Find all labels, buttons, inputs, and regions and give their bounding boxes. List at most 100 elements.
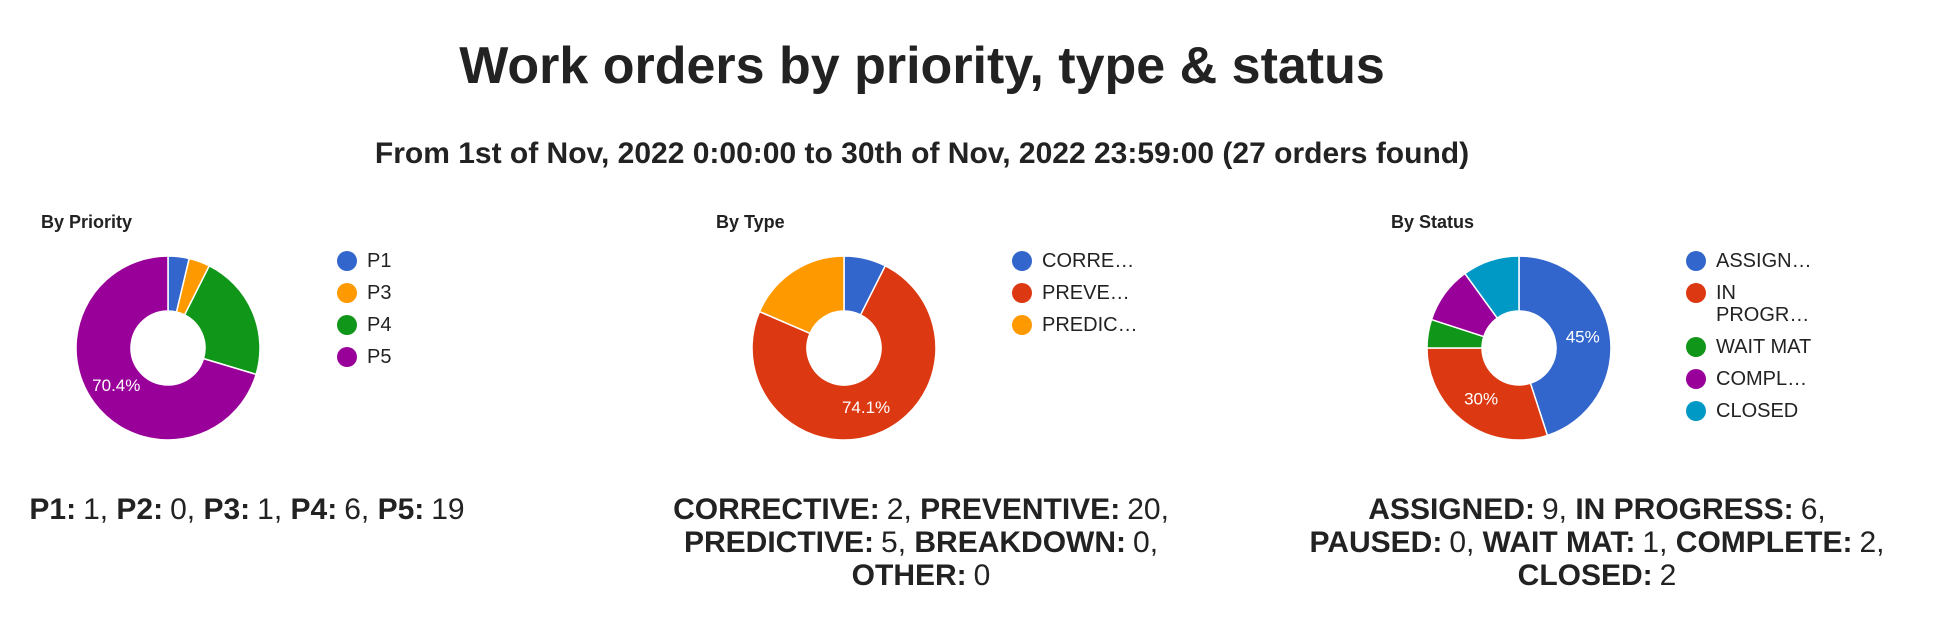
chart-title: By Type [716, 212, 785, 232]
summary-item: PREVENTIVE: 20 [920, 493, 1169, 526]
slice-label: 30% [1464, 390, 1498, 409]
legend-item: PREDIC… [1012, 314, 1138, 336]
summary-count: 0 [170, 493, 187, 526]
summary-name: PAUSED: [1309, 526, 1443, 559]
slice [183, 264, 261, 376]
legend-label: IN PROGR… [1716, 282, 1810, 326]
slice [758, 255, 845, 335]
legend-swatch [1012, 315, 1032, 335]
summary-name: OTHER: [851, 559, 967, 592]
summary: P1:1P2:0P3:1P4:6P5:19 [2, 493, 492, 526]
slice [751, 264, 937, 441]
legend-item: P3 [337, 282, 391, 304]
summary-count: 9 [1541, 493, 1559, 526]
summary-item: P2: 0 [116, 493, 203, 526]
legend-label: P5 [367, 346, 392, 368]
summary-item: OTHER: 0 [852, 559, 991, 592]
summary-item: P3: 1 [203, 493, 290, 526]
summary-name: P4: [290, 493, 338, 526]
summary-count: 6 [344, 493, 361, 526]
summary: CORRECTIVE:2PREVENTIVE:20PREDICTIVE:5BRE… [641, 493, 1201, 592]
summary-name: ASSIGNED: [1368, 493, 1535, 526]
legend-item: COMPL… [1686, 368, 1821, 390]
slice [75, 255, 258, 441]
summary-name: WAIT MAT: [1482, 526, 1636, 559]
summary-name: COMPLETE: [1675, 526, 1853, 559]
summary-name: P2: [116, 493, 164, 526]
summary-count: 5 [881, 526, 898, 559]
summary-count: 0 [1133, 526, 1150, 559]
legend-label: PREVE… [1042, 282, 1130, 304]
legend-label: WAIT MAT [1716, 336, 1812, 358]
summary-item: BREAKDOWN: 0 [914, 526, 1158, 559]
legend-item: CORRE… [1012, 250, 1138, 272]
summary-count: 6 [1800, 493, 1818, 526]
legend-label: COMPL… [1716, 368, 1808, 390]
donut-chart: 45% 30% [1426, 255, 1612, 441]
legend-label: P4 [367, 314, 392, 336]
summary-item: PAUSED: 0 [1310, 526, 1483, 559]
legend-swatch [1686, 369, 1706, 389]
summary-item: ASSIGNED: 9 [1368, 493, 1575, 526]
slice-label: 70.4% [92, 376, 140, 395]
legend-label: P3 [367, 282, 392, 304]
legend-item: CLOSED [1686, 400, 1821, 422]
page-subtitle: From 1st of Nov, 2022 0:00:00 to 30th of… [374, 137, 1470, 170]
summary-item: CLOSED: 2 [1518, 559, 1677, 592]
legend-item: IN PROGR… [1686, 282, 1821, 326]
legend-label: ASSIGN… [1716, 250, 1812, 272]
legend: P1 P3 P4 P5 [337, 250, 391, 368]
legend-item: ASSIGN… [1686, 250, 1821, 272]
summary-name: IN PROGRESS: [1575, 493, 1794, 526]
legend-swatch [1012, 283, 1032, 303]
summary-item: COMPLETE: 2 [1676, 526, 1885, 559]
summary-count: 20 [1127, 493, 1161, 526]
legend-swatch [1686, 401, 1706, 421]
chart-title: By Priority [41, 212, 133, 232]
legend-item: PREVE… [1012, 282, 1138, 304]
legend-swatch [337, 347, 357, 367]
donut-chart: 70.4% [75, 255, 261, 441]
slice [1518, 255, 1612, 437]
legend-swatch [1686, 337, 1706, 357]
summary-name: CORRECTIVE: [673, 493, 880, 526]
summary-count: 1 [83, 493, 100, 526]
slice-label: 74.1% [842, 398, 890, 417]
summary-name: CLOSED: [1517, 559, 1653, 592]
summary-name: PREDICTIVE: [683, 526, 874, 559]
summary-count: 2 [1659, 559, 1677, 592]
summary-item: IN PROGRESS: 6 [1575, 493, 1825, 526]
legend-swatch [337, 315, 357, 335]
legend-swatch [337, 283, 357, 303]
summary-item: P4: 6 [291, 493, 378, 526]
legend-item: P5 [337, 346, 391, 368]
legend-swatch [337, 251, 357, 271]
summary-count: 0 [973, 559, 991, 592]
legend-swatch [1686, 283, 1706, 303]
legend-swatch [1012, 251, 1032, 271]
summary-name: P3: [203, 493, 251, 526]
legend-label: CORRE… [1042, 250, 1135, 272]
summary-item: PREDICTIVE: 5 [684, 526, 914, 559]
summary-count: 1 [257, 493, 274, 526]
summary: ASSIGNED:9IN PROGRESS:6PAUSED:0WAIT MAT:… [1297, 493, 1897, 592]
summary-name: P1: [29, 493, 77, 526]
legend-label: P1 [367, 250, 392, 272]
summary-name: PREVENTIVE: [920, 493, 1121, 526]
summary-count: 2 [1859, 526, 1877, 559]
legend-item: WAIT MAT [1686, 336, 1821, 358]
legend-label: CLOSED [1716, 400, 1799, 422]
summary-name: BREAKDOWN: [914, 526, 1126, 559]
summary-item: WAIT MAT: 1 [1483, 526, 1676, 559]
page-title: Work orders by priority, type & status [459, 37, 1385, 95]
summary-item: CORRECTIVE: 2 [673, 493, 920, 526]
slice [1426, 347, 1549, 441]
legend-item: P1 [337, 250, 391, 272]
legend-swatch [1686, 251, 1706, 271]
summary-item: P5: 19 [378, 493, 465, 526]
slice [1463, 255, 1520, 320]
legend: CORRE… PREVE… PREDIC… [1012, 250, 1138, 336]
summary-count: 2 [886, 493, 904, 526]
slice-label: 45% [1566, 327, 1600, 346]
